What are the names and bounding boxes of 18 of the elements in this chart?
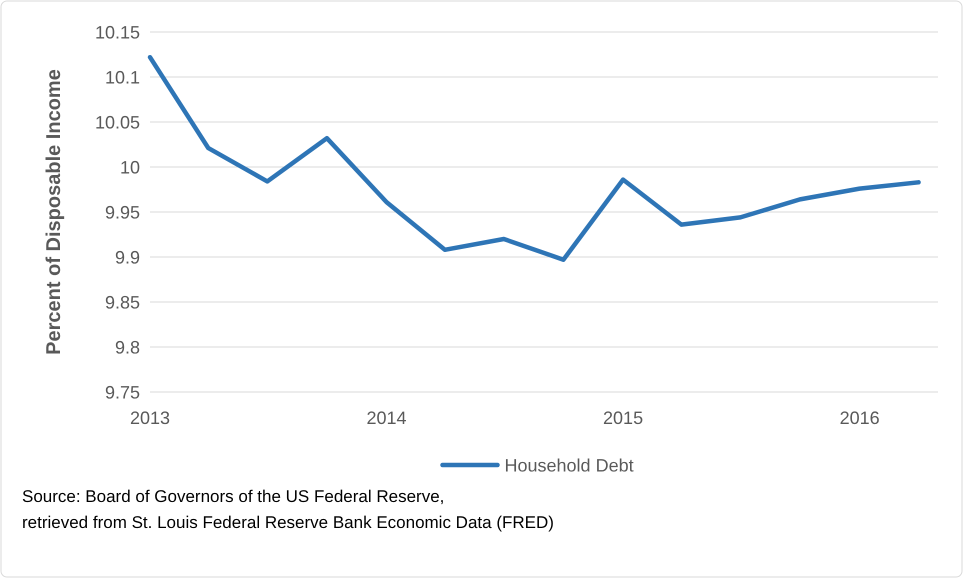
y-tick-label: 9.75 — [104, 382, 140, 402]
x-tick-label: 2014 — [366, 408, 407, 428]
y-tick-label: 9.95 — [104, 202, 140, 222]
source-note: Source: Board of Governors of the US Federal Reserve, — [22, 487, 444, 506]
y-tick-label: 10.1 — [104, 67, 140, 88]
y-tick-label: 10.05 — [94, 112, 140, 132]
line-series — [148, 54, 921, 262]
y-tick-label: 9.85 — [104, 292, 140, 312]
y-tick-label: 9.9 — [114, 247, 140, 268]
x-tick-label: 2013 — [130, 408, 170, 428]
text: retrieved from St. Louis Federal Reserve Bank Economic Data (FRED) — [22, 513, 554, 532]
x-tick-label: 2016 — [840, 408, 880, 428]
y-tick-label: 10 — [120, 157, 140, 178]
y-tick-label: 10.15 — [94, 22, 140, 42]
y-tick-label: 9.8 — [114, 337, 140, 358]
y-axis-title: Percent of Disposable Income — [43, 69, 65, 355]
x-tick-label: 2015 — [603, 408, 644, 428]
legend-label: Household Debt — [504, 455, 634, 476]
